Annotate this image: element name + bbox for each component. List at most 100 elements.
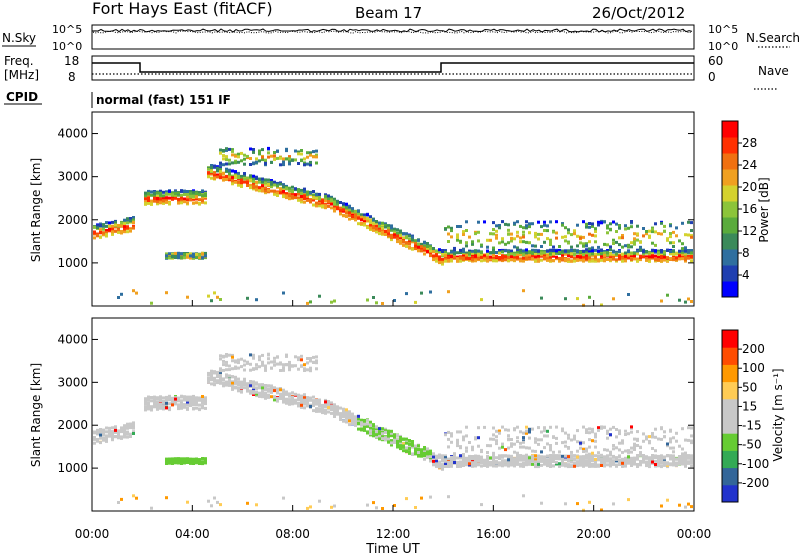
freq-panel xyxy=(91,55,695,81)
velocity-cell xyxy=(555,441,558,445)
velocity-cell xyxy=(558,462,561,466)
velocity-cell xyxy=(645,437,648,441)
power-cell xyxy=(405,236,408,240)
power-cell xyxy=(234,170,237,174)
power-cell xyxy=(132,289,135,293)
velocity-cell xyxy=(276,397,279,400)
power-cell xyxy=(480,255,483,259)
power-cell xyxy=(543,251,546,255)
power-cell xyxy=(432,258,435,262)
power-cell xyxy=(495,251,498,254)
power-cell xyxy=(357,209,360,213)
velocity-cell xyxy=(471,463,474,467)
power-panel-frame xyxy=(91,111,695,307)
velocity-cell xyxy=(582,425,585,429)
power-cell xyxy=(450,229,453,233)
velocity-cell xyxy=(405,448,408,452)
velocity-cell xyxy=(495,429,498,433)
power-cell xyxy=(591,249,594,253)
velocity-cell xyxy=(630,425,633,429)
velocity-cell xyxy=(159,395,162,399)
power-cell xyxy=(189,191,192,195)
velocity-cell xyxy=(360,423,363,427)
velocity-cell xyxy=(201,461,204,465)
power-cell xyxy=(600,303,603,307)
power-cell xyxy=(621,256,624,260)
power-cell xyxy=(492,232,495,236)
velocity-cell xyxy=(585,449,588,453)
power-cell xyxy=(174,253,177,257)
power-cell xyxy=(210,176,213,180)
velocity-cell xyxy=(246,388,249,392)
power-cell xyxy=(270,154,273,158)
power-cell xyxy=(258,189,261,193)
power-cell xyxy=(492,248,495,252)
velocity-cell xyxy=(153,405,156,409)
power-cell xyxy=(429,246,432,250)
velocity-cell xyxy=(444,462,447,466)
velocity-cell xyxy=(585,431,588,434)
velocity-cell xyxy=(318,400,321,404)
velocity-cell xyxy=(120,435,123,439)
velocity-cell xyxy=(669,455,672,459)
velocity-cell xyxy=(372,431,375,435)
velocity-cell xyxy=(300,400,303,404)
velocity-cell xyxy=(258,365,261,369)
velocity-cell xyxy=(495,439,498,443)
velocity-cell xyxy=(471,457,474,461)
power-cell xyxy=(300,191,303,195)
velocity-cell xyxy=(615,428,618,431)
power-cell xyxy=(369,218,372,222)
velocity-cell xyxy=(606,436,609,440)
power-cell xyxy=(288,155,291,159)
power-cell xyxy=(117,296,120,299)
velocity-cell xyxy=(561,462,564,466)
velocity-cell xyxy=(657,437,660,441)
power-cell xyxy=(282,195,285,199)
power-cell xyxy=(261,177,264,181)
power-cell xyxy=(603,253,606,257)
nsearch-trace xyxy=(91,30,693,34)
velocity-cell xyxy=(447,445,450,449)
power-colorbar-swatch xyxy=(722,265,738,282)
power-cell xyxy=(522,253,525,257)
power-cell xyxy=(579,258,582,262)
velocity-cell xyxy=(387,434,390,438)
power-cell xyxy=(351,209,354,213)
velocity-colorbar-swatch xyxy=(722,398,738,417)
velocity-cell xyxy=(597,457,600,461)
velocity-cell xyxy=(183,405,186,409)
velocity-cell xyxy=(636,455,639,459)
velocity-cell xyxy=(411,453,414,456)
power-cell xyxy=(600,255,603,258)
velocity-cell xyxy=(150,399,153,403)
power-cell xyxy=(618,243,621,247)
power-cell xyxy=(150,190,153,194)
power-cell xyxy=(453,246,456,250)
velocity-cell xyxy=(648,462,651,466)
power-cell xyxy=(648,251,651,255)
power-cell xyxy=(624,224,627,228)
power-cell xyxy=(294,196,297,200)
power-cell xyxy=(585,244,588,248)
power-cell xyxy=(315,201,318,205)
velocity-cell xyxy=(420,454,423,458)
velocity-cell xyxy=(408,445,411,449)
power-cell xyxy=(237,177,240,181)
power-cell xyxy=(321,199,324,203)
power-cell xyxy=(231,148,234,152)
velocity-cell xyxy=(654,435,657,439)
power-cell xyxy=(462,252,465,256)
velocity-cell xyxy=(198,461,201,465)
velocity-cell xyxy=(489,462,492,466)
velocity-cell xyxy=(237,381,240,385)
power-cell xyxy=(687,220,690,224)
velocity-cell xyxy=(456,456,459,460)
velocity-cell xyxy=(348,413,351,417)
velocity-cell xyxy=(96,429,99,433)
velocity-cell xyxy=(447,457,450,461)
power-cell xyxy=(204,254,207,258)
velocity-cell xyxy=(249,362,252,366)
velocity-cell xyxy=(330,408,333,412)
power-cell xyxy=(375,227,378,231)
